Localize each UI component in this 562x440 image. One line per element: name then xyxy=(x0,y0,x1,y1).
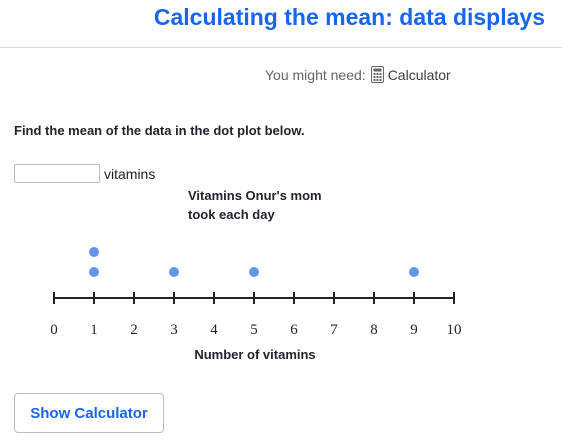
tick-label: 7 xyxy=(330,322,338,338)
data-dot xyxy=(169,267,179,277)
tools-prefix: You might need: xyxy=(265,66,366,83)
tick-label: 1 xyxy=(90,322,98,338)
question-prompt: Find the mean of the data in the dot plo… xyxy=(14,123,305,138)
tick-labels: 0 1 2 3 4 5 6 7 8 9 10 xyxy=(50,322,461,338)
data-dot xyxy=(249,267,259,277)
data-dots xyxy=(89,247,419,277)
tick-label: 9 xyxy=(410,322,418,338)
page-title: Calculating the mean: data displays xyxy=(153,4,545,30)
calculator-link[interactable]: Calculator xyxy=(387,66,451,83)
data-dot xyxy=(89,267,99,277)
answer-input[interactable] xyxy=(14,164,100,183)
tools-hint: You might need: Calculator xyxy=(265,66,451,83)
tick-label: 0 xyxy=(50,322,58,338)
tick-label: 8 xyxy=(370,322,378,338)
chart-title: Vitamins Onur's mom took each day xyxy=(188,188,322,222)
data-dot xyxy=(409,267,419,277)
tick-label: 6 xyxy=(290,322,298,338)
tick-label: 5 xyxy=(250,322,258,338)
answer-row: vitamins xyxy=(14,164,155,183)
tick-label: 10 xyxy=(447,322,462,338)
tick-marks xyxy=(53,292,455,304)
data-dot xyxy=(89,247,99,257)
tick-label: 3 xyxy=(170,322,178,338)
tick-label: 4 xyxy=(210,322,218,338)
calculator-icon[interactable] xyxy=(370,66,384,83)
answer-unit: vitamins xyxy=(104,165,156,182)
show-calculator-button[interactable]: Show Calculator xyxy=(14,393,164,433)
tick-label: 2 xyxy=(130,322,138,338)
x-axis-label: Number of vitamins xyxy=(194,347,315,362)
header-divider xyxy=(0,47,562,48)
